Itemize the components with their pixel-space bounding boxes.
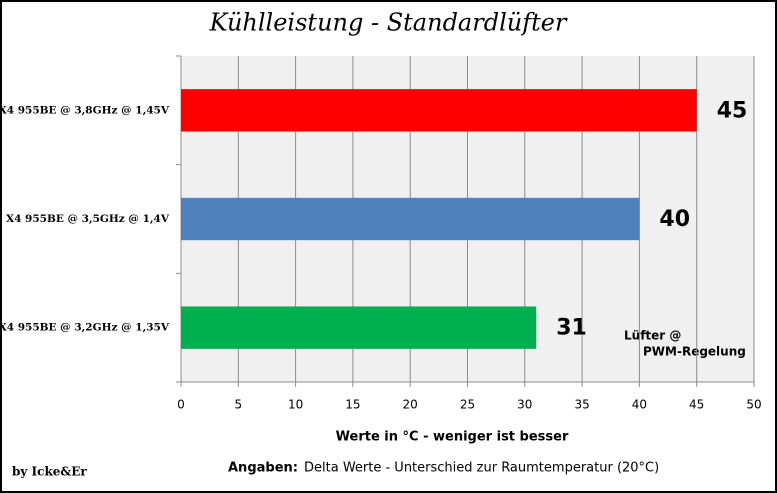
x-tick-label: 35 (574, 398, 589, 412)
x-tick-label: 20 (403, 398, 418, 412)
annotation: Lüfter @ (624, 329, 681, 343)
chart-title: Kühlleistung - Standardlüfter (209, 9, 568, 37)
bar (181, 306, 537, 349)
x-tick-label: 15 (345, 398, 360, 412)
x-tick-label: 0 (177, 398, 185, 412)
x-tick-label: 10 (288, 398, 303, 412)
x-tick-label: 25 (460, 398, 475, 412)
y-tick-label: X4 955BE @ 3,8GHz @ 1,45V (0, 104, 170, 116)
bar (181, 197, 640, 241)
x-tick-label: 50 (746, 398, 761, 412)
x-tick-label: 5 (234, 398, 242, 412)
value-label: 45 (717, 98, 748, 123)
value-label: 31 (556, 316, 587, 341)
footer-text: Delta Werte - Unterschied zur Raumtemper… (304, 461, 659, 476)
x-axis-label: Werte in °C - weniger ist besser (336, 430, 569, 445)
y-tick-label: X4 955BE @ 3,2GHz @ 1,35V (0, 322, 170, 334)
x-tick-label: 40 (632, 398, 647, 412)
footer-label: Angaben: (228, 461, 298, 476)
bar (181, 89, 697, 132)
credit: by Icke&Er (12, 465, 87, 479)
value-label: 40 (659, 207, 690, 232)
y-tick-label: X4 955BE @ 3,5GHz @ 1,4V (6, 213, 170, 225)
x-tick-label: 45 (689, 398, 704, 412)
annotation: PWM-Regelung (643, 345, 746, 359)
x-tick-label: 30 (517, 398, 532, 412)
